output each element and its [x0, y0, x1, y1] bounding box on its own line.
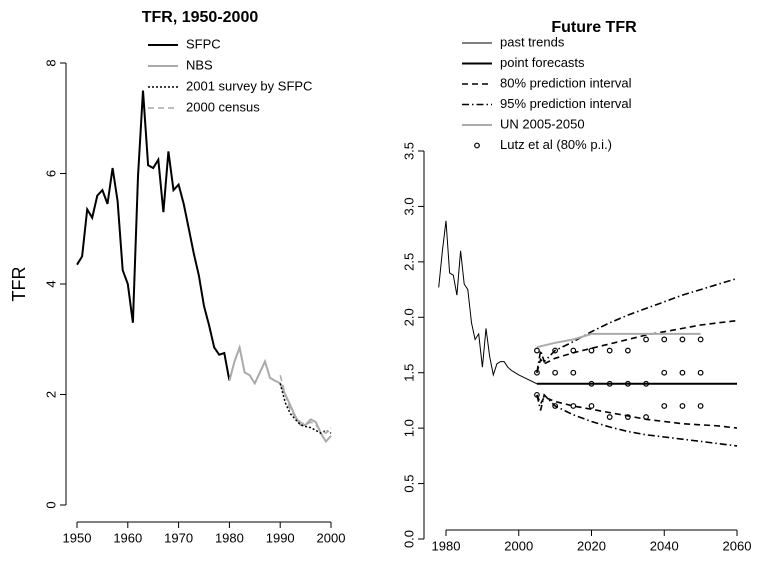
- data-point: [606, 347, 613, 354]
- legend-label: UN 2005-2050: [500, 116, 585, 131]
- y-tick-label: 3.0: [401, 197, 416, 215]
- data-point: [624, 347, 631, 354]
- x-tick-label: 1960: [113, 530, 142, 545]
- series-line: [279, 375, 332, 435]
- data-point: [588, 380, 595, 387]
- x-tick-label: 1950: [63, 530, 92, 545]
- legend-label: SFPC: [186, 36, 221, 51]
- series-line: [536, 393, 738, 447]
- legend-label: NBS: [186, 57, 213, 72]
- legend-symbol: [474, 142, 480, 149]
- y-tick-label: 1.0: [401, 419, 416, 437]
- data-point: [534, 391, 540, 398]
- legend-label: 2001 survey by SFPC: [186, 78, 312, 93]
- y-tick-label: 0: [43, 501, 58, 508]
- data-point: [643, 336, 649, 343]
- series-line: [536, 277, 738, 373]
- data-point: [697, 336, 704, 343]
- series-line: [279, 383, 332, 435]
- series-line: [228, 343, 332, 444]
- data-point: [570, 369, 577, 376]
- y-tick-label: 2.0: [401, 308, 416, 326]
- x-tick-label: 2040: [650, 538, 679, 553]
- data-point: [624, 380, 631, 387]
- data-point: [606, 380, 613, 387]
- chart-title: Future TFR: [551, 19, 637, 36]
- data-point: [679, 369, 686, 376]
- series-line: [438, 220, 538, 385]
- chart-title: TFR, 1950-2000: [142, 9, 259, 26]
- legend-label: 95% prediction interval: [500, 96, 632, 111]
- series-line: [536, 332, 701, 349]
- data-point: [661, 336, 668, 343]
- data-point: [643, 380, 649, 387]
- x-tick-label: 2000: [504, 538, 533, 553]
- y-tick-label: 4: [43, 280, 58, 287]
- legend-label: 2000 census: [186, 99, 260, 114]
- x-tick-label: 2020: [577, 538, 606, 553]
- x-tick-label: 1980: [432, 538, 461, 553]
- data-point: [697, 403, 704, 409]
- series-line: [536, 319, 738, 373]
- x-tick-label: 2060: [723, 538, 752, 553]
- data-point: [624, 414, 631, 420]
- y-axis-label: TFR: [9, 267, 29, 302]
- data-point: [552, 347, 559, 354]
- series-line: [76, 90, 231, 381]
- data-point: [679, 336, 686, 343]
- y-tick-label: 2: [43, 391, 58, 398]
- data-point: [570, 347, 577, 354]
- legend-label: Lutz et al (80% p.i.): [500, 137, 612, 152]
- data-point: [588, 347, 595, 354]
- data-point: [697, 369, 704, 376]
- legend-label: 80% prediction interval: [500, 75, 632, 90]
- y-tick-label: 2.5: [401, 253, 416, 271]
- data-point: [552, 369, 559, 376]
- y-tick-label: 1.5: [401, 364, 416, 382]
- x-tick-label: 1970: [164, 530, 193, 545]
- legend-label: point forecasts: [500, 55, 585, 70]
- x-tick-label: 2000: [317, 530, 346, 545]
- data-point: [679, 403, 686, 409]
- y-tick-label: 8: [43, 59, 58, 66]
- data-point: [534, 369, 540, 376]
- data-point: [661, 403, 668, 409]
- data-point: [570, 403, 577, 409]
- data-point: [606, 414, 613, 420]
- y-tick-label: 3.5: [401, 142, 416, 160]
- data-point: [643, 414, 649, 420]
- data-point: [661, 369, 668, 376]
- y-tick-label: 0.5: [401, 475, 416, 493]
- series-line: [536, 394, 738, 429]
- x-tick-label: 1990: [266, 530, 295, 545]
- data-point: [534, 347, 540, 354]
- y-tick-label: 6: [43, 170, 58, 177]
- y-tick-label: 0.0: [401, 530, 416, 548]
- data-point: [552, 403, 559, 409]
- data-point: [588, 403, 595, 409]
- legend-label: past trends: [500, 34, 565, 49]
- x-tick-label: 1980: [215, 530, 244, 545]
